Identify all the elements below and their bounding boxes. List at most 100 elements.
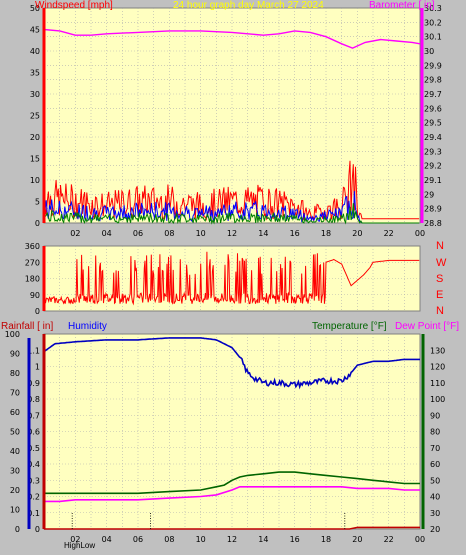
rain-y-tick-label: 1.1 [27, 346, 40, 355]
baro-y-tick-label: 30 [424, 47, 434, 56]
humidity-y-tick-label: 30 [10, 467, 20, 476]
temp-x-tick-label: 10 [196, 535, 206, 544]
high-low-stats: HighLow [64, 541, 96, 550]
direction-y-tick-label: 270 [25, 258, 40, 267]
baro-y-tick-label: 28.9 [424, 205, 442, 214]
temp-x-tick-label: 22 [384, 535, 394, 544]
direction-y-tick-label: 360 [25, 242, 40, 251]
baro-y-tick-label: 29.5 [424, 119, 442, 128]
rainfall-line [44, 526, 420, 530]
wind-x-tick-label: 18 [321, 229, 331, 238]
temp-x-tick-label: 02 [70, 535, 80, 544]
wind-y-tick-label: 15 [30, 155, 40, 164]
rainfall-label: Rainfall [ in] [1, 321, 54, 332]
wind-x-tick-label: 22 [384, 229, 394, 238]
humidity-y-tick-label: 40 [10, 447, 20, 456]
baro-y-tick-label: 29.3 [424, 147, 442, 156]
wind-avg-line [43, 191, 420, 224]
compass-label-w: W [436, 257, 447, 269]
wind-x-tick-label: 04 [102, 229, 112, 238]
wind-y-tick-label: 25 [30, 112, 40, 121]
temp-x-tick-label: 06 [133, 535, 143, 544]
humidity-y-tick-label: 60 [10, 408, 20, 417]
humidity-y-tick-label: 100 [5, 330, 20, 339]
wind-direction-line [43, 251, 420, 306]
wind-x-tick-label: 14 [258, 229, 268, 238]
rain-y-tick-label: 0.7 [27, 411, 40, 420]
humidity-label: Humidity [68, 321, 107, 332]
temp-y-tick-label: 80 [430, 428, 440, 437]
dewpoint-line [44, 485, 420, 503]
barometer-line [43, 28, 421, 49]
temp-y-tick-label: 110 [430, 379, 445, 388]
wind-x-tick-label: 20 [352, 229, 362, 238]
temp-x-tick-label: 08 [164, 535, 174, 544]
direction-y-tick-label: 0 [35, 307, 40, 316]
baro-y-tick-label: 30.1 [424, 33, 442, 42]
wind-x-tick-label: 16 [290, 229, 300, 238]
temp-y-tick-label: 20 [430, 525, 440, 534]
baro-y-tick-label: 29 [424, 190, 434, 199]
humidity-y-tick-label: 20 [10, 486, 20, 495]
baro-y-tick-label: 29.7 [424, 90, 442, 99]
rain-y-tick-label: 0.1 [27, 509, 40, 518]
humidity-y-tick-label: 70 [10, 389, 20, 398]
baro-y-tick-label: 29.9 [424, 61, 442, 70]
wind-y-tick-label: 10 [30, 176, 40, 185]
wind-x-tick-label: 12 [227, 229, 237, 238]
rain-y-tick-label: 0.2 [27, 493, 40, 502]
baro-y-tick-label: 29.1 [424, 176, 442, 185]
wind-x-tick-label: 08 [164, 229, 174, 238]
humidity-y-tick-label: 10 [10, 506, 20, 515]
humidity-y-tick-label: 0 [15, 525, 20, 534]
temp-y-tick-label: 50 [430, 476, 440, 485]
wind-y-tick-label: 30 [30, 90, 40, 99]
wind-y-tick-label: 0 [35, 219, 40, 228]
temp-y-tick-label: 130 [430, 346, 445, 355]
baro-y-tick-label: 29.6 [424, 104, 442, 113]
windspeed-label: Windspeed [mph] [35, 0, 113, 11]
temp-y-tick-label: 70 [430, 444, 440, 453]
compass-label-e: E [436, 289, 444, 301]
wind-y-tick-label: 35 [30, 69, 40, 78]
temp-x-tick-label: 18 [321, 535, 331, 544]
direction-y-tick-label: 180 [25, 275, 40, 284]
wind-y-tick-label: 5 [35, 198, 40, 207]
direction-y-tick-label: 90 [30, 291, 40, 300]
temp-x-tick-label: 12 [227, 535, 237, 544]
baro-y-tick-label: 29.8 [424, 76, 442, 85]
rain-y-tick-label: 0.6 [27, 428, 40, 437]
rain-y-tick-label: 0.3 [27, 476, 40, 485]
wind-gust-line [43, 160, 420, 222]
temperature-label: Temperature [°F] [312, 321, 387, 332]
humidity-y-tick-label: 80 [10, 369, 20, 378]
rain-y-tick-label: 0.9 [27, 379, 40, 388]
compass-label-n-bottom: N [436, 305, 444, 317]
temperature-line [44, 471, 420, 495]
compass-label-n-top: N [436, 240, 444, 252]
rain-y-tick-label: 0.5 [27, 444, 40, 453]
dewpoint-label: Dew Point [°F] [395, 321, 460, 332]
wind-x-tick-label: 02 [70, 229, 80, 238]
temp-x-tick-label: 16 [290, 535, 300, 544]
humidity-y-tick-label: 50 [10, 428, 20, 437]
barometer-label: Barometer [ in] [369, 0, 435, 11]
temp-x-tick-label: 00 [415, 535, 425, 544]
wind-y-tick-label: 50 [30, 4, 40, 13]
rain-y-tick-label: 0.4 [27, 460, 40, 469]
compass-label-s: S [436, 273, 444, 285]
wind-x-tick-label: 10 [196, 229, 206, 238]
temp-x-tick-label: 20 [352, 535, 362, 544]
baro-y-tick-label: 29.4 [424, 133, 442, 142]
wind-y-tick-label: 40 [30, 47, 40, 56]
temp-x-tick-label: 14 [258, 535, 268, 544]
baro-y-tick-label: 29.2 [424, 162, 442, 171]
humidity-y-tick-label: 90 [10, 350, 20, 359]
rain-y-tick-label: 1 [35, 363, 40, 372]
temp-y-tick-label: 40 [430, 493, 440, 502]
temp-y-tick-label: 60 [430, 460, 440, 469]
temp-y-tick-label: 30 [430, 509, 440, 518]
rain-y-tick-label: 0.8 [27, 395, 40, 404]
baro-y-tick-label: 30.2 [424, 18, 442, 27]
humidity-line [43, 337, 420, 390]
